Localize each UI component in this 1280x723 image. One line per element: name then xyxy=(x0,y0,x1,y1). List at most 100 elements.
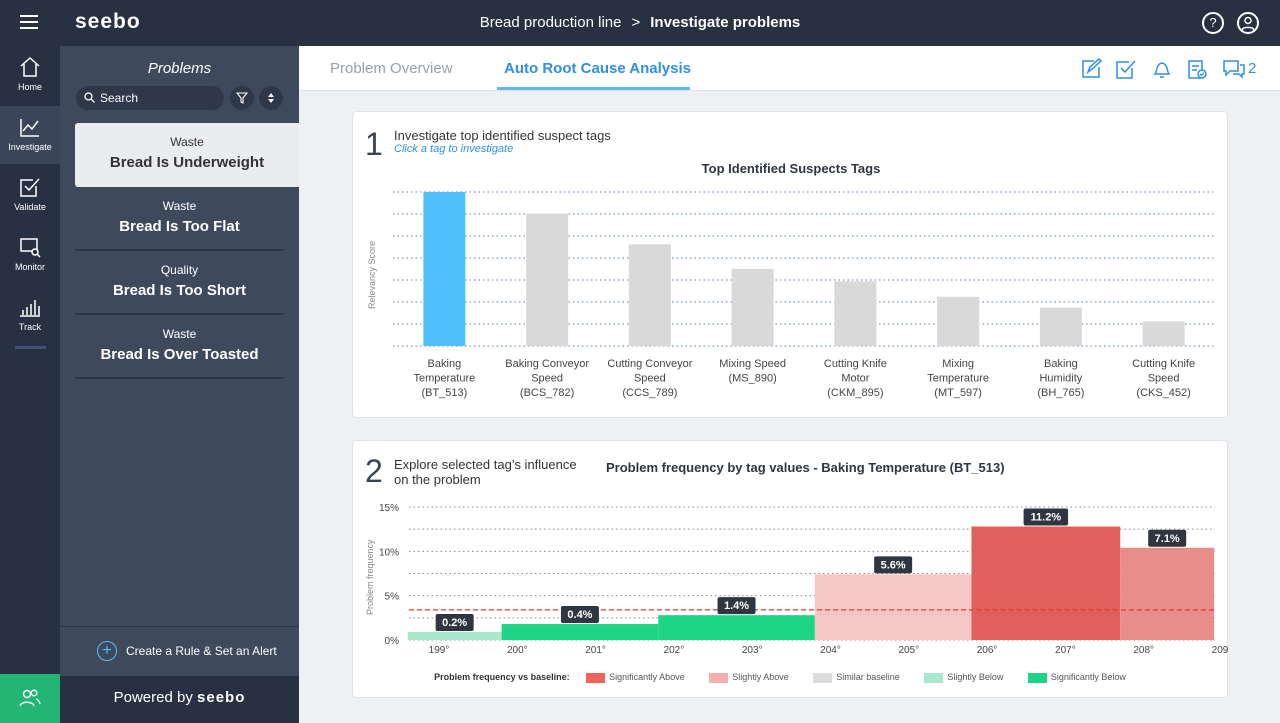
problem-item[interactable]: Waste Bread Is Over Toasted xyxy=(75,315,284,379)
search-placeholder: Search xyxy=(100,91,139,105)
step-number: 2 xyxy=(365,453,383,489)
breadcrumb: Bread production line > Investigate proble… xyxy=(0,14,1280,31)
y-tick-label: 0% xyxy=(385,636,400,647)
x-tick-label: Mixing Speed (MS_890) xyxy=(719,358,786,385)
frequency-chart: 0% 5% 10% 15% 0.2% 0.4% 1.4% 5.6% 11.2% 7.1% 199° 2… xyxy=(379,503,1229,656)
bar xyxy=(423,192,466,346)
main-nav: Home Investigate Validate Monitor Track xyxy=(0,46,60,674)
search-icon xyxy=(84,92,95,103)
problems-sidebar: Problems Search Waste Bread Is Underweig… xyxy=(60,46,299,723)
bar xyxy=(814,574,972,640)
users-button[interactable] xyxy=(0,674,60,723)
legend-item: Significantly Above xyxy=(586,672,685,683)
bar-chart-icon xyxy=(20,300,40,317)
clipboard-check-icon[interactable] xyxy=(1186,58,1208,80)
edit-icon[interactable] xyxy=(1080,58,1102,80)
legend-label: Similar baseline xyxy=(836,672,900,682)
suspects-chart: Baking Temperature (BT_513) Baking Conveyor… xyxy=(393,191,1215,399)
data-label-bg xyxy=(717,597,756,615)
step-title-line1: Explore selected tag’s influence xyxy=(394,457,577,472)
problem-name: Bread Is Too Flat xyxy=(119,218,240,235)
tab-auto-root-cause-analysis[interactable]: Auto Root Cause Analysis xyxy=(504,60,691,77)
create-rule-button[interactable]: + Create a Rule & Set an Alert xyxy=(60,626,299,676)
data-label: 0.4% xyxy=(567,609,592,621)
breadcrumb-separator: > xyxy=(631,14,641,31)
problem-item[interactable]: Quality Bread Is Too Short xyxy=(75,251,284,315)
comments-count[interactable]: 2 xyxy=(1248,60,1257,77)
step-title-line2: on the problem xyxy=(394,472,481,487)
influence-card: 2 Explore selected tag’s influence on th… xyxy=(352,440,1229,698)
chart-legend: Problem frequency vs baseline: Significa… xyxy=(353,672,1229,683)
x-tick-label: Cutting Knife Motor (CKM_895) xyxy=(824,358,887,399)
tab-problem-overview[interactable]: Problem Overview xyxy=(330,60,453,77)
problem-name: Bread Is Over Toasted xyxy=(100,346,259,363)
suspects-card: 1 Investigate top identified suspect tag… xyxy=(352,111,1228,418)
top-bar: seebo Bread production line > Investigate … xyxy=(0,0,1280,46)
app-logo[interactable]: seebo xyxy=(75,10,141,33)
nav-monitor[interactable]: Monitor xyxy=(0,226,60,284)
powered-by-label: Powered by xyxy=(113,689,193,706)
active-tab-indicator xyxy=(497,87,690,90)
sort-button[interactable] xyxy=(259,86,283,110)
breadcrumb-parent[interactable]: Bread production line xyxy=(479,14,622,31)
x-tick-label: Baking Temperature (BT_513) xyxy=(413,358,475,399)
x-tick-label: 201° xyxy=(585,645,606,656)
nav-track-label: Track xyxy=(18,322,42,332)
chart-title: Problem frequency by tag values - Baking… xyxy=(606,460,1005,475)
step-number: 1 xyxy=(365,126,383,162)
sidebar-title: Problems xyxy=(147,60,212,77)
legend-label: Slightly Below xyxy=(947,672,1004,682)
comments-icon[interactable] xyxy=(1222,58,1246,80)
legend-swatch xyxy=(1027,672,1047,683)
nav-track[interactable]: Track xyxy=(0,286,60,344)
bar xyxy=(937,296,980,346)
bar xyxy=(1120,547,1215,640)
bar xyxy=(628,244,671,346)
data-label-bg xyxy=(435,614,474,632)
legend-item: Similar baseline xyxy=(813,672,900,683)
x-tick-label: 207° xyxy=(1055,645,1076,656)
create-rule-label: Create a Rule & Set an Alert xyxy=(126,644,277,658)
legend-label: Slightly Above xyxy=(732,672,789,682)
legend-label: Significantly Below xyxy=(1050,672,1126,682)
step-hint: Click a tag to investigate xyxy=(394,143,514,155)
problem-category: Waste xyxy=(162,199,197,213)
chart-title: Top Identified Suspects Tags xyxy=(701,161,881,176)
checkbox-icon[interactable] xyxy=(1115,58,1137,80)
legend-title: Problem frequency vs baseline: xyxy=(434,672,570,682)
filter-button[interactable] xyxy=(230,86,254,110)
legend-item: Significantly Below xyxy=(1027,672,1126,683)
x-tick-label: Cutting Conveyor Speed (CCS_789) xyxy=(607,358,692,399)
data-label: 1.4% xyxy=(724,600,749,612)
problem-item[interactable]: Waste Bread Is Too Flat xyxy=(75,187,284,251)
nav-validate[interactable]: Validate xyxy=(0,166,60,224)
menu-icon[interactable] xyxy=(20,15,38,29)
legend-swatch xyxy=(586,672,606,683)
nav-validate-label: Validate xyxy=(14,202,46,212)
search-input[interactable]: Search xyxy=(76,86,224,110)
filter-icon xyxy=(235,92,249,104)
powered-by-logo: seebo xyxy=(197,689,246,706)
y-tick-label: 15% xyxy=(379,503,399,514)
x-tick-label: 200° xyxy=(507,645,528,656)
nav-monitor-label: Monitor xyxy=(14,262,45,272)
data-label-bg xyxy=(560,606,599,624)
legend-swatch xyxy=(924,672,944,683)
legend-item: Slightly Below xyxy=(924,672,1004,683)
help-icon[interactable]: ? xyxy=(1202,12,1224,34)
problem-item[interactable]: Waste Bread Is Underweight xyxy=(75,123,299,187)
user-icon[interactable] xyxy=(1237,12,1259,34)
bar xyxy=(526,213,569,346)
x-tick-label: Baking Conveyor Speed (BCS_782) xyxy=(505,358,589,399)
check-box-icon xyxy=(20,178,40,197)
bell-icon[interactable] xyxy=(1151,58,1173,80)
nav-home[interactable]: Home xyxy=(0,46,60,104)
users-icon xyxy=(19,689,41,707)
bar xyxy=(501,624,659,640)
nav-divider xyxy=(15,346,46,349)
line-chart-icon xyxy=(20,119,39,137)
bar xyxy=(407,632,502,640)
problem-name: Bread Is Underweight xyxy=(109,154,265,171)
nav-investigate[interactable]: Investigate xyxy=(0,106,60,164)
data-label-bg xyxy=(1148,529,1187,547)
